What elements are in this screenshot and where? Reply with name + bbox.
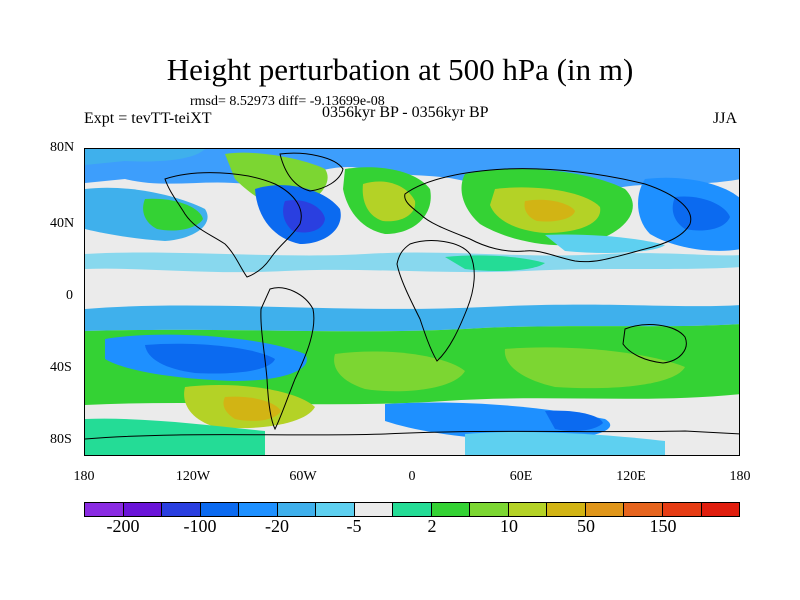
x-tick-60e: 60E bbox=[509, 469, 533, 484]
colorbar-swatch bbox=[239, 503, 278, 516]
contour-south-pacific-low-core bbox=[145, 343, 275, 374]
colorbar bbox=[84, 502, 740, 517]
contour-south-indian-high bbox=[504, 347, 685, 389]
contour-south-atlantic-high bbox=[334, 351, 465, 392]
colorbar-label: -5 bbox=[346, 516, 362, 536]
colorbar-swatch bbox=[354, 503, 394, 516]
rmsd-diff-stats: rmsd= 8.52973 diff= -9.13699e-08 bbox=[190, 94, 385, 109]
y-tick-40n: 40N bbox=[50, 216, 75, 231]
experiment-label: Expt = tevTT-teiXT bbox=[84, 110, 212, 127]
x-tick-120w: 120W bbox=[175, 469, 211, 484]
contour-tropic-cyan-band bbox=[85, 252, 739, 273]
colorbar-swatch bbox=[585, 503, 625, 516]
x-tick-0: 0 bbox=[408, 469, 416, 484]
colorbar-swatch bbox=[508, 503, 548, 516]
colorbar-label: 2 bbox=[427, 516, 437, 536]
contour-antarctic-core bbox=[545, 410, 603, 431]
colorbar-swatch bbox=[624, 503, 663, 516]
colorbar-swatch bbox=[701, 503, 740, 516]
colorbar-label: 50 bbox=[577, 516, 595, 536]
contour-atlantic-core bbox=[362, 181, 416, 222]
y-tick-80n: 80N bbox=[50, 140, 75, 155]
contour-na-west-green bbox=[143, 198, 203, 231]
coastline-greenland bbox=[279, 152, 344, 192]
x-tick-180w: 180 bbox=[73, 469, 95, 484]
x-tick-60w: 60W bbox=[289, 469, 317, 484]
colorbar-swatch bbox=[123, 503, 163, 516]
colorbar-swatch bbox=[162, 503, 201, 516]
map-plot-area bbox=[84, 148, 740, 456]
colorbar-swatch bbox=[393, 503, 432, 516]
contour-pacific-low-core bbox=[672, 196, 730, 231]
colorbar-label: -200 bbox=[106, 516, 140, 536]
coastline-africa bbox=[396, 240, 475, 362]
colorbar-swatch bbox=[662, 503, 702, 516]
colorbar-label: 150 bbox=[649, 516, 677, 536]
colorbar-swatch bbox=[431, 503, 471, 516]
coastline-north-america bbox=[164, 172, 302, 278]
contour-south-pacific-peak bbox=[223, 396, 281, 421]
colorbar-swatch bbox=[200, 503, 240, 516]
contour-indian-cyan bbox=[545, 234, 665, 253]
contour-antarctic-green bbox=[85, 418, 265, 455]
y-tick-40s: 40S bbox=[50, 360, 72, 375]
contour-na-low-core bbox=[283, 200, 325, 233]
coastline-eurasia bbox=[404, 168, 692, 263]
coastline-australia bbox=[622, 324, 687, 364]
map-title: Height perturbation at 500 hPa (in m) bbox=[166, 52, 634, 87]
y-tick-0: 0 bbox=[66, 288, 73, 303]
colorbar-swatch bbox=[470, 503, 509, 516]
contour-tropic-green-patch bbox=[445, 255, 545, 271]
colorbar-swatch bbox=[85, 503, 124, 516]
contour-north-light bbox=[85, 149, 205, 165]
contour-fill-layer bbox=[85, 149, 739, 455]
contour-south-cyan-band bbox=[85, 304, 739, 332]
contour-eurasia-peak bbox=[524, 199, 575, 222]
colorbar-label: -20 bbox=[265, 516, 289, 536]
colorbar-swatch bbox=[277, 503, 317, 516]
season-label: JJA bbox=[713, 110, 738, 127]
x-tick-180e: 180 bbox=[729, 469, 751, 484]
contour-antarctic-cyan bbox=[465, 431, 665, 455]
colorbar-swatch bbox=[316, 503, 355, 516]
coastline-layer bbox=[85, 152, 739, 440]
colorbar-label: -100 bbox=[183, 516, 217, 536]
coastline-south-america bbox=[260, 287, 315, 431]
contour-map bbox=[85, 149, 739, 455]
colorbar-label: 10 bbox=[500, 516, 518, 536]
y-tick-80s: 80S bbox=[50, 432, 72, 447]
colorbar-swatch bbox=[547, 503, 586, 516]
x-tick-120e: 120E bbox=[616, 469, 646, 484]
coastline-antarctica bbox=[85, 430, 739, 440]
period-label: 0356kyr BP - 0356kyr BP bbox=[322, 104, 489, 121]
